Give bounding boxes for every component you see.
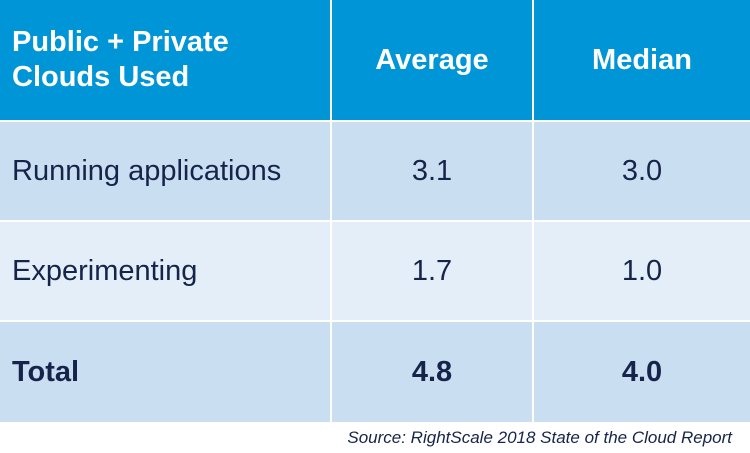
header-median: Median — [592, 43, 692, 76]
median-value: 1.0 — [621, 254, 663, 287]
row-label: Running applications — [0, 122, 332, 220]
average-value: 1.7 — [332, 222, 534, 320]
median-value: 3.0 — [621, 154, 663, 187]
average-value: 4.8 — [332, 322, 534, 422]
header-public-private-clouds-used: Public + Private Clouds Used — [0, 0, 332, 120]
table-header-row: Public + Private Clouds Used Average Med… — [0, 0, 750, 120]
table-row-total: Total 4.8 4.0 — [0, 322, 750, 422]
median-value: 4.0 — [621, 355, 663, 388]
row-label: Experimenting — [0, 222, 332, 320]
table-row: Running applications 3.1 3.0 — [0, 122, 750, 220]
row-label: Total — [0, 322, 332, 422]
header-average: Average — [332, 0, 534, 120]
average-value: 3.1 — [332, 122, 534, 220]
source-note: Source: RightScale 2018 State of the Clo… — [347, 428, 732, 447]
table-row: Experimenting 1.7 1.0 — [0, 222, 750, 320]
data-table: Public + Private Clouds Used Average Med… — [0, 0, 750, 422]
